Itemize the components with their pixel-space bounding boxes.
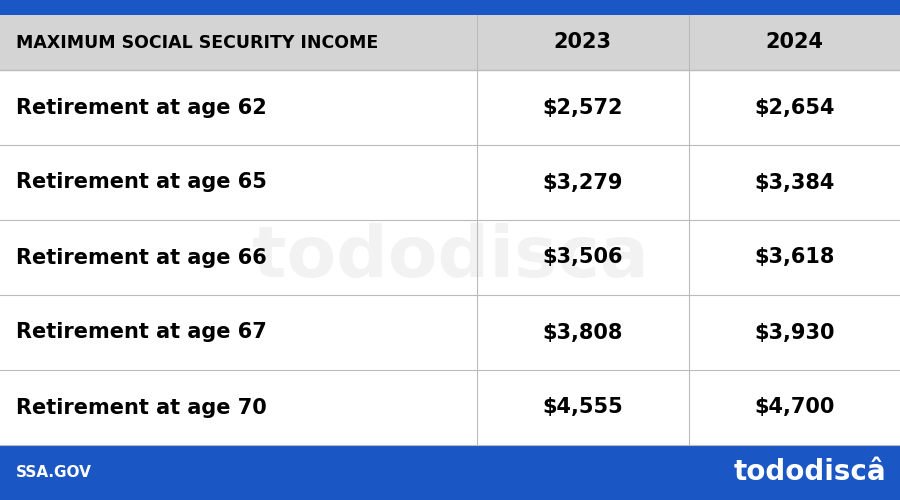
Text: Retirement at age 65: Retirement at age 65 xyxy=(16,172,267,193)
Text: $3,930: $3,930 xyxy=(754,322,834,342)
Text: 2024: 2024 xyxy=(765,32,824,52)
Text: 2023: 2023 xyxy=(554,32,612,52)
Text: tododiscâ: tododiscâ xyxy=(734,458,886,486)
Text: MAXIMUM SOCIAL SECURITY INCOME: MAXIMUM SOCIAL SECURITY INCOME xyxy=(16,34,378,52)
Text: $2,654: $2,654 xyxy=(754,98,834,117)
Text: SSA.GOV: SSA.GOV xyxy=(16,465,92,480)
Text: $4,555: $4,555 xyxy=(543,398,623,417)
Text: Retirement at age 70: Retirement at age 70 xyxy=(16,398,267,417)
Bar xyxy=(0,70,900,445)
Bar xyxy=(0,445,900,500)
Text: $4,700: $4,700 xyxy=(754,398,834,417)
Text: $3,384: $3,384 xyxy=(754,172,834,193)
Text: $3,808: $3,808 xyxy=(543,322,623,342)
Text: $3,506: $3,506 xyxy=(543,248,623,268)
Text: tododisca: tododisca xyxy=(252,223,648,292)
Bar xyxy=(0,15,900,70)
Bar xyxy=(0,0,900,15)
Text: Retirement at age 66: Retirement at age 66 xyxy=(16,248,267,268)
Text: $3,279: $3,279 xyxy=(543,172,623,193)
Text: $2,572: $2,572 xyxy=(543,98,623,117)
Text: $3,618: $3,618 xyxy=(754,248,834,268)
Text: Retirement at age 67: Retirement at age 67 xyxy=(16,322,267,342)
Text: Retirement at age 62: Retirement at age 62 xyxy=(16,98,267,117)
